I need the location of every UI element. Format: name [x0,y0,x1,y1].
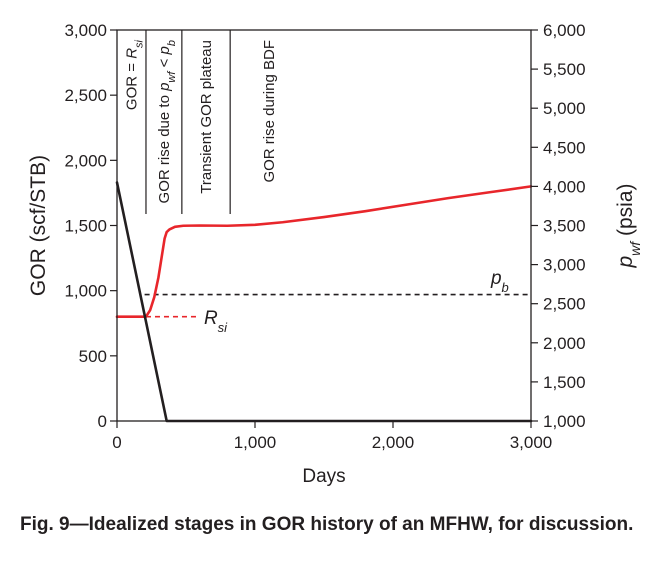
y-right-tick-label: 1,000 [543,412,586,431]
stage-label-4: GOR rise during BDF [261,40,278,183]
y-right-tick-label: 1,500 [543,373,586,392]
y-left-tick-label: 2,000 [64,151,107,170]
plot-lines [115,30,533,423]
annotation-rsi: Rsi [204,308,228,335]
y-right-tick-label: 5,000 [543,99,586,118]
y-left-tick-label: 1,500 [64,217,107,236]
y-right-tick-label: 3,500 [543,217,586,236]
axes: 0 500 1,000 1,500 2,000 2,500 3,000 1,000 1,500 2… [64,21,585,452]
annotation-pb: pb [490,268,509,295]
figure-caption: Fig. 9—Idealized stages in GOR history o… [20,514,634,535]
y-left-tick-label: 2,500 [64,86,107,105]
y-right-axis-title: pwf (psia) [614,183,643,268]
x-tick-label: 3,000 [510,433,553,452]
y-right-tick-label: 2,500 [543,295,586,314]
y-right-tick-label: 4,500 [543,138,586,157]
x-tick-label: 0 [112,433,121,452]
x-axis-title: Days [302,466,345,487]
y-right-tick-label: 4,000 [543,177,586,196]
y-left-axis-title: GOR (scf/STB) [27,155,50,296]
y-left-tick-label: 500 [79,347,107,366]
y-right-tick-label: 2,000 [543,334,586,353]
stage-label-1: GOR = Rsi [123,39,145,110]
y-left-tick-label: 3,000 [64,21,107,40]
stage-label-2: GOR rise due to pwf < pb [156,40,178,203]
x-tick-label: 2,000 [372,433,415,452]
y-right-tick-label: 6,000 [543,21,586,40]
y-left-tick-label: 0 [98,412,107,431]
chart-labels: Days GOR (scf/STB) pwf (psia) GOR = Rsi GOR … [27,39,643,487]
y-left-tick-label: 1,000 [64,282,107,301]
x-tick-label: 1,000 [234,433,277,452]
y-right-tick-label: 3,000 [543,256,586,275]
y-right-tick-label: 5,500 [543,60,586,79]
chart: 0 500 1,000 1,500 2,000 2,500 3,000 1,000 1,500 2… [27,21,643,487]
gor-series-line [115,185,533,319]
stage-label-3: Transient GOR plateau [198,40,215,194]
